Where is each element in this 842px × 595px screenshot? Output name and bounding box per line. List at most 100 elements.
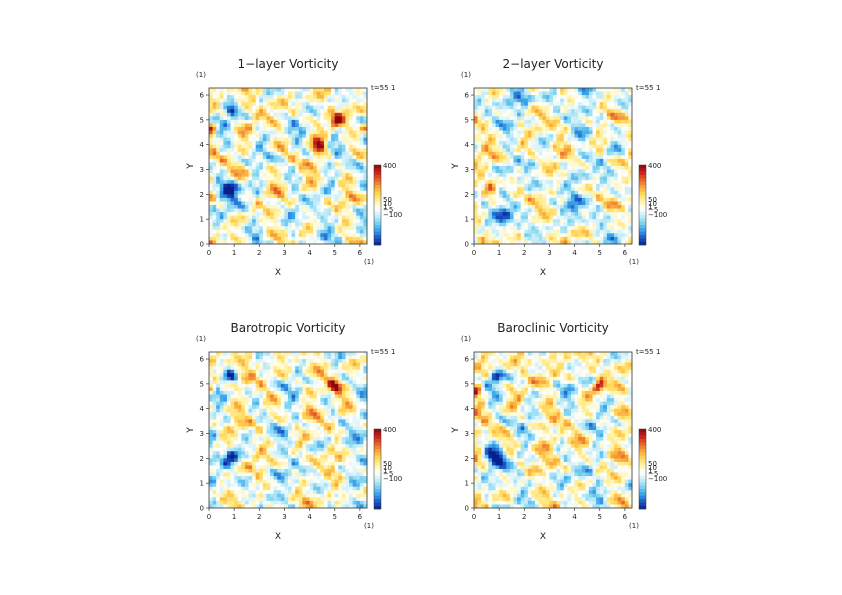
heatmap-cell [262, 112, 267, 117]
heatmap-cell [241, 116, 246, 121]
heatmap-cell [288, 387, 292, 392]
heatmap-cell [295, 426, 300, 431]
heatmap-cell [556, 98, 561, 103]
heatmap-cell [331, 176, 336, 181]
heatmap-cell [212, 190, 217, 195]
heatmap-cell [234, 229, 239, 234]
heatmap-cell [345, 116, 350, 121]
heatmap-cell [298, 215, 303, 220]
heatmap-cell [617, 176, 622, 181]
heatmap-cell [502, 148, 507, 153]
y-tick-label: 4 [200, 141, 205, 149]
heatmap-cell [219, 398, 224, 403]
heatmap-cell [316, 212, 321, 217]
heatmap-cell [262, 190, 267, 195]
heatmap-cell [302, 401, 307, 406]
heatmap-cell [359, 369, 364, 374]
heatmap-cell [624, 141, 629, 146]
heatmap-cell [624, 166, 629, 170]
heatmap-cell [252, 359, 257, 364]
heatmap-cell [234, 359, 239, 364]
heatmap-cell [578, 236, 583, 241]
heatmap-cell [603, 173, 608, 178]
heatmap-cell [349, 127, 354, 131]
heatmap-cell [531, 222, 536, 227]
heatmap-cell [603, 226, 608, 231]
heatmap-cell [295, 119, 300, 124]
heatmap-cell [316, 362, 321, 367]
heatmap-cell [255, 91, 260, 96]
heatmap-cell [331, 215, 336, 220]
heatmap-cell [588, 105, 593, 110]
heatmap-cell [338, 215, 343, 220]
heatmap-cell [262, 212, 267, 217]
heatmap-cell [499, 158, 504, 163]
heatmap-cell [574, 162, 579, 167]
heatmap-cell [606, 134, 611, 139]
heatmap-cell [542, 205, 547, 209]
heatmap-cell [509, 116, 514, 121]
colorbar-swatch [374, 181, 381, 186]
heatmap-cell [241, 95, 246, 100]
heatmap-cell [234, 376, 239, 381]
heatmap-cell [316, 222, 321, 227]
heatmap-cell [359, 398, 364, 403]
heatmap-cell [334, 183, 339, 188]
heatmap-cell [610, 130, 615, 135]
heatmap-cell [313, 183, 318, 188]
heatmap-cell [305, 387, 310, 392]
heatmap-cell [331, 98, 336, 103]
heatmap-cell [356, 88, 361, 92]
colorbar-label: 10 [648, 200, 657, 208]
heatmap-cell [284, 116, 289, 121]
heatmap-cell [499, 127, 504, 131]
heatmap-cell [352, 176, 357, 181]
heatmap-cell [244, 366, 249, 371]
heatmap-cell [563, 130, 568, 135]
heatmap-cell [624, 240, 629, 245]
heatmap-cell [563, 109, 568, 114]
heatmap-cell [581, 205, 586, 209]
heatmap-cell [252, 222, 257, 227]
heatmap-cell [234, 119, 239, 124]
heatmap-cell [266, 180, 271, 185]
heatmap-cell [280, 105, 285, 110]
heatmap-cell [277, 180, 282, 185]
heatmap-cell [621, 197, 626, 202]
heatmap-cell [331, 130, 336, 135]
heatmap-cell [542, 229, 547, 234]
heatmap-cell [488, 219, 493, 224]
heatmap-cell [535, 109, 540, 114]
heatmap-cell [309, 180, 314, 185]
heatmap-cell [563, 222, 568, 227]
heatmap-cell [588, 240, 593, 245]
heatmap-cell [349, 166, 354, 170]
heatmap-cell [563, 212, 568, 217]
heatmap-cell [305, 162, 310, 167]
heatmap-cell [244, 158, 249, 163]
heatmap-cell [270, 373, 275, 378]
heatmap-cell [323, 173, 328, 178]
heatmap-cell [241, 219, 246, 224]
heatmap-cell [291, 130, 296, 135]
heatmap-cell [363, 422, 368, 427]
heatmap-cell [237, 373, 242, 378]
heatmap-cell [349, 426, 354, 431]
heatmap-cell [596, 187, 601, 192]
heatmap-cell [237, 98, 242, 103]
heatmap-cell [531, 187, 536, 192]
heatmap-cell [513, 166, 518, 170]
heatmap-cell [356, 412, 361, 417]
heatmap-cell [323, 137, 328, 142]
heatmap-cell [266, 187, 271, 192]
heatmap-cell [563, 201, 568, 206]
heatmap-cell [341, 162, 346, 167]
heatmap-cell [341, 415, 346, 420]
heatmap-cell [606, 236, 611, 241]
heatmap-cell [219, 401, 224, 406]
heatmap-cell [513, 226, 518, 231]
colorbar-swatch [639, 175, 646, 179]
heatmap-cell [596, 119, 601, 124]
heatmap-cell [599, 109, 604, 114]
heatmap-cell [230, 236, 235, 241]
